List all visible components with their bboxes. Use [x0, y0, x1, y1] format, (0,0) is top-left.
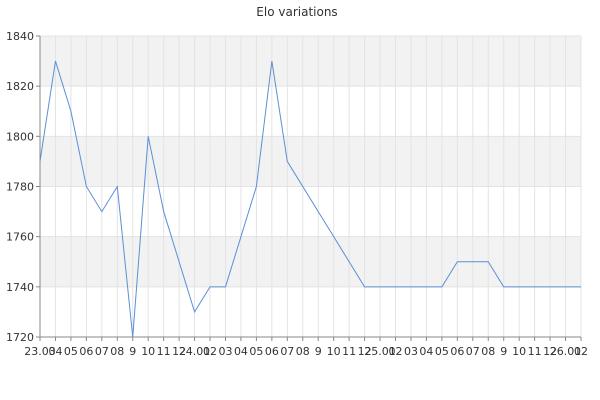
- x-tick-label: 05: [249, 345, 263, 358]
- x-tick-label: 11: [342, 345, 356, 358]
- x-tick-label: 07: [95, 345, 109, 358]
- y-tick-label: 1840: [6, 30, 34, 43]
- x-tick-label: 23.03: [24, 345, 56, 358]
- x-tick-label: 04: [234, 345, 248, 358]
- x-tick-label: 04: [419, 345, 433, 358]
- x-tick-label: 05: [435, 345, 449, 358]
- x-tick-label: 08: [296, 345, 310, 358]
- x-tick-label: 07: [280, 345, 294, 358]
- y-tick-label: 1720: [6, 331, 34, 344]
- plot-band: [40, 236, 581, 287]
- x-tick-label: 10: [141, 345, 155, 358]
- x-tick-label: 12: [172, 345, 186, 358]
- x-tick-label: 11: [528, 345, 542, 358]
- series-line: [39, 60, 581, 338]
- y-tick-label: 1800: [6, 130, 34, 143]
- plot-bands: [40, 36, 581, 337]
- plot-band: [40, 286, 581, 337]
- x-tick-label: 24.01: [179, 345, 211, 358]
- x-tick-label: 12: [358, 345, 372, 358]
- x-tick-label: 26.01: [550, 345, 582, 358]
- x-tick-label: 04: [48, 345, 62, 358]
- x-tick-label: 10: [327, 345, 341, 358]
- y-axis-ticks: 1720 1740 1760 1780 1800 1820 1840: [6, 30, 40, 344]
- x-tick-label: 06: [265, 345, 279, 358]
- x-tick-label: 06: [450, 345, 464, 358]
- x-tick-label: 02: [389, 345, 403, 358]
- x-tick-label: 25.01: [364, 345, 396, 358]
- x-tick-label: 08: [481, 345, 495, 358]
- x-tick-label: 08: [110, 345, 124, 358]
- x-tick-label: 11: [157, 345, 171, 358]
- x-tick-label: 03: [404, 345, 418, 358]
- x-tick-label: 9: [500, 345, 507, 358]
- x-tick-label: 12: [543, 345, 557, 358]
- x-tick-label: 9: [315, 345, 322, 358]
- x-tick-label: 06: [79, 345, 93, 358]
- y-tick-label: 1820: [6, 80, 34, 93]
- x-tick-label: 03: [218, 345, 232, 358]
- plot-band: [40, 186, 581, 237]
- chart-title: Elo variations: [256, 5, 337, 19]
- x-tick-label: 10: [512, 345, 526, 358]
- plot-band: [40, 136, 581, 187]
- plot-band: [40, 86, 581, 137]
- y-tick-label: 1740: [6, 281, 34, 294]
- x-tick-label: 02: [574, 345, 588, 358]
- series-group: [39, 60, 581, 338]
- x-tick-label: 02: [203, 345, 217, 358]
- y-tick-label: 1780: [6, 181, 34, 194]
- y-tick-label: 1760: [6, 231, 34, 244]
- x-tick-label: 05: [64, 345, 78, 358]
- x-tick-label: 9: [129, 345, 136, 358]
- plot-band: [40, 36, 581, 87]
- x-tick-label: 07: [466, 345, 480, 358]
